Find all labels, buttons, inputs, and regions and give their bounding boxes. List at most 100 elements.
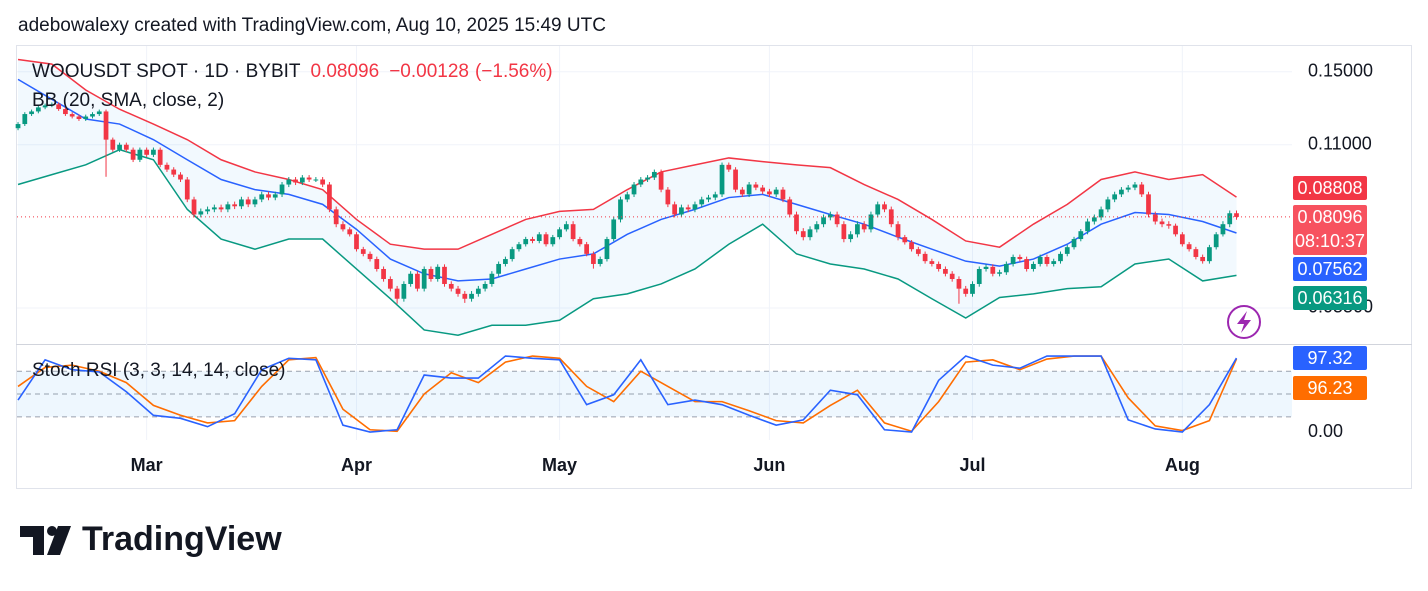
candle-body (1017, 256, 1023, 260)
candle-body (279, 184, 285, 195)
stoch-last-label-box (1293, 346, 1367, 370)
candle-body (381, 268, 386, 280)
candle-body (1152, 214, 1158, 222)
candle-body (739, 189, 745, 195)
alert-bolt (1237, 311, 1251, 333)
candle-body (922, 253, 928, 262)
bb-basis-label: 0.07562 (1297, 259, 1362, 279)
y-tick-label: 0.15000 (1308, 60, 1373, 80)
candle-body (22, 114, 28, 125)
candle-body (83, 116, 89, 120)
candle-body (293, 179, 298, 183)
candle-body (462, 293, 468, 299)
candle-body (1064, 247, 1070, 254)
candle-body (1078, 231, 1084, 240)
candle-body (963, 288, 969, 294)
candle-body (266, 194, 271, 198)
candle-body (956, 279, 962, 289)
candle-body (1024, 259, 1030, 269)
candle-body (1091, 217, 1097, 222)
candle-body (1119, 189, 1124, 195)
candle-body (591, 253, 596, 264)
candle-body (69, 114, 75, 117)
candle-body (1179, 234, 1185, 245)
candle-body (286, 179, 292, 185)
candle-body (137, 149, 143, 160)
candle-body (1220, 224, 1226, 235)
candle-body (171, 169, 177, 175)
logo-text: TradingView (82, 520, 282, 558)
candle-body (861, 224, 867, 230)
candle-body (746, 184, 752, 195)
candle-body (712, 194, 718, 198)
candle-body (1207, 247, 1212, 262)
x-tick-label: Mar (131, 455, 163, 475)
bb-basis-label-box (1293, 257, 1367, 281)
candle-body (1105, 199, 1111, 210)
candle-body (760, 187, 766, 192)
candle-body (949, 273, 955, 280)
candle-body (374, 259, 380, 269)
candle-body (428, 268, 434, 280)
candle-body (387, 279, 393, 289)
candle-body (902, 237, 908, 243)
candle-body (970, 283, 975, 294)
symbol-title: WOOUSDT SPOT · 1D · BYBIT (32, 61, 301, 82)
candle-body (767, 191, 772, 195)
candle-body (1058, 253, 1063, 262)
candle-body (455, 288, 461, 294)
candle-body (943, 268, 948, 274)
bb-basis (17, 78, 1237, 282)
candle-body (448, 283, 454, 289)
bb-upper-label-box (1293, 176, 1367, 200)
candle-body (726, 164, 732, 170)
candle-body (1234, 213, 1239, 217)
candle-body (205, 209, 210, 212)
candle-body (157, 149, 163, 165)
candle-body (415, 273, 420, 289)
candle-body (557, 229, 562, 238)
candle-body (272, 194, 278, 198)
candle-body (570, 224, 576, 240)
candle-body (29, 111, 34, 115)
candle-body (333, 209, 339, 225)
bb-upper (17, 58, 1237, 250)
candle-body (888, 209, 894, 225)
candle-body (15, 124, 21, 129)
candle-body (252, 199, 258, 205)
candle-body (1003, 263, 1009, 273)
candle-body (327, 184, 332, 210)
candle-body (1146, 194, 1151, 215)
candle-body (401, 283, 407, 299)
candle-body (577, 239, 583, 245)
candle-body (631, 184, 637, 195)
candle-body (882, 204, 887, 210)
bb-upper-label: 0.08808 (1297, 178, 1362, 198)
candle-body (530, 239, 535, 241)
candle-body (1071, 239, 1077, 248)
candle-body (469, 293, 474, 299)
candle-body (658, 171, 664, 190)
candle-body (360, 249, 366, 254)
candle-body (733, 169, 738, 190)
candle-body (794, 214, 799, 232)
candle-body (475, 288, 481, 294)
candle-body (1085, 221, 1090, 232)
candle-body (144, 149, 150, 155)
stoch-legend: Stoch RSI (3, 3, 14, 14, close) (32, 360, 285, 381)
candle-body (408, 273, 414, 284)
candle-body (442, 266, 447, 284)
candle-body (672, 204, 678, 215)
candle-body (151, 149, 156, 155)
candle-body (1213, 234, 1219, 248)
candle-body (63, 109, 68, 115)
candle-body (1098, 209, 1104, 218)
candle-body (130, 149, 136, 160)
bb-lower-label-box (1293, 286, 1367, 310)
candle-body (543, 234, 549, 245)
candle-body (909, 242, 914, 250)
candle-body (35, 107, 41, 112)
candle-body (706, 197, 711, 200)
candle-body (1125, 187, 1131, 190)
